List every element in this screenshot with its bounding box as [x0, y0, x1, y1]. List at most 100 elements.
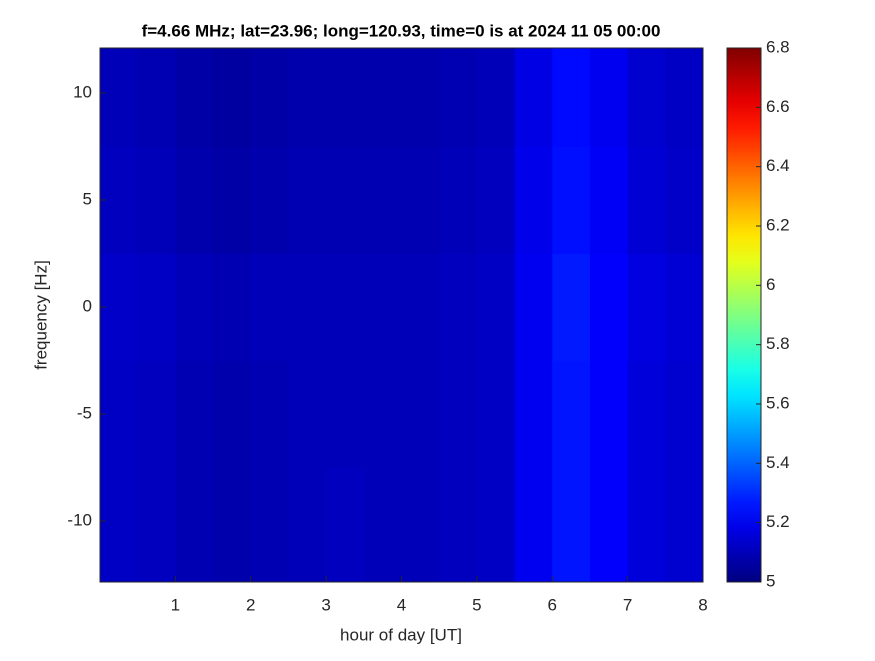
heatmap-cell	[627, 467, 666, 583]
heatmap-cell	[363, 146, 402, 254]
heatmap-cell	[665, 467, 704, 583]
heatmap-cell	[665, 360, 704, 468]
x-tick-label: 7	[623, 595, 632, 614]
heatmap-cell	[175, 360, 214, 468]
heatmap-cell	[100, 48, 139, 147]
heatmap-cell	[100, 360, 139, 468]
heatmap-cell	[401, 48, 440, 147]
heatmap-cell	[100, 146, 139, 254]
heatmap-cell	[665, 146, 704, 254]
x-tick-label: 8	[698, 595, 707, 614]
x-axis-label: hour of day [UT]	[340, 625, 462, 644]
heatmap-cell	[213, 146, 252, 254]
y-tick-label: 10	[73, 82, 92, 101]
heatmap-cell	[476, 146, 516, 254]
heatmap-cell	[137, 48, 176, 147]
heatmap-cell	[100, 253, 139, 361]
heatmap-cell	[288, 360, 327, 468]
heatmap-cell	[326, 146, 365, 254]
colorbar	[726, 47, 762, 583]
heatmap-cell	[589, 467, 629, 583]
heatmap-cell	[439, 146, 478, 254]
heatmap	[100, 48, 704, 583]
x-tick-label: 5	[472, 595, 481, 614]
heatmap-cell	[213, 467, 252, 583]
heatmap-cell	[627, 48, 666, 147]
heatmap-cell	[589, 253, 629, 361]
colorbar-tick-label: 5	[766, 571, 775, 590]
x-tick-label: 2	[246, 595, 255, 614]
colorbar-tick-label: 6.2	[766, 215, 790, 234]
heatmap-cell	[213, 360, 252, 468]
heatmap-cell	[326, 467, 365, 583]
heatmap-cell	[175, 253, 214, 361]
x-tick-label: 3	[321, 595, 330, 614]
heatmap-cell	[476, 253, 516, 361]
colorbar-tick-label: 6	[766, 275, 775, 294]
x-tick-label: 1	[171, 595, 180, 614]
heatmap-cell	[363, 48, 402, 147]
heatmap-cell	[175, 467, 214, 583]
heatmap-cell	[137, 146, 176, 254]
y-tick-label: -5	[77, 403, 92, 422]
heatmap-cell	[514, 146, 553, 254]
heatmap-cell	[439, 467, 478, 583]
heatmap-cell	[439, 253, 478, 361]
heatmap-cell	[175, 146, 214, 254]
heatmap-cell	[552, 146, 591, 254]
heatmap-cell	[250, 253, 289, 361]
heatmap-cell	[627, 253, 666, 361]
heatmap-cell	[401, 467, 440, 583]
heatmap-cell	[514, 360, 553, 468]
heatmap-cell	[250, 48, 289, 147]
heatmap-cell	[665, 48, 704, 147]
heatmap-cell	[326, 48, 365, 147]
colorbar-tick-label: 5.8	[766, 334, 790, 353]
y-tick-label: -10	[67, 510, 92, 529]
heatmap-cell	[401, 253, 440, 361]
heatmap-cell	[439, 360, 478, 468]
heatmap-cell	[589, 146, 629, 254]
heatmap-cell	[589, 48, 629, 147]
heatmap-cell	[627, 146, 666, 254]
colorbar-tick-label: 6.6	[766, 97, 790, 116]
heatmap-cell	[401, 360, 440, 468]
y-tick-label: 0	[83, 296, 92, 315]
heatmap-cell	[250, 360, 289, 468]
heatmap-cell	[476, 467, 516, 583]
heatmap-cell	[439, 48, 478, 147]
heatmap-cell	[514, 467, 553, 583]
x-tick-label: 6	[548, 595, 557, 614]
heatmap-cell	[514, 48, 553, 147]
colorbar-tick-label: 6.4	[766, 156, 790, 175]
heatmap-cell	[363, 360, 402, 468]
heatmap-cell	[552, 253, 591, 361]
colorbar-tick-label: 6.8	[766, 37, 790, 56]
x-tick-label: 4	[397, 595, 406, 614]
heatmap-cell	[514, 253, 553, 361]
colorbar-tick-label: 5.6	[766, 393, 790, 412]
heatmap-cell	[137, 253, 176, 361]
chart-title: f=4.66 MHz; lat=23.96; long=120.93, time…	[142, 21, 661, 40]
heatmap-cell	[665, 253, 704, 361]
heatmap-cell	[326, 360, 365, 468]
heatmap-cell	[627, 360, 666, 468]
heatmap-cell	[476, 360, 516, 468]
heatmap-cell	[250, 146, 289, 254]
heatmap-cell	[401, 146, 440, 254]
heatmap-cell	[363, 253, 402, 361]
heatmap-cell	[175, 48, 214, 147]
heatmap-cell	[213, 253, 252, 361]
y-tick-label: 5	[83, 189, 92, 208]
heatmap-cell	[213, 48, 252, 147]
colorbar-tick-label: 5.4	[766, 453, 790, 472]
heatmap-cell	[137, 467, 176, 583]
heatmap-cell	[476, 48, 516, 147]
heatmap-cell	[137, 360, 176, 468]
heatmap-cell	[288, 48, 327, 147]
heatmap-cell	[552, 467, 591, 583]
heatmap-cell	[100, 467, 139, 583]
y-axis-label: frequency [Hz]	[31, 260, 50, 370]
heatmap-cell	[363, 467, 402, 583]
